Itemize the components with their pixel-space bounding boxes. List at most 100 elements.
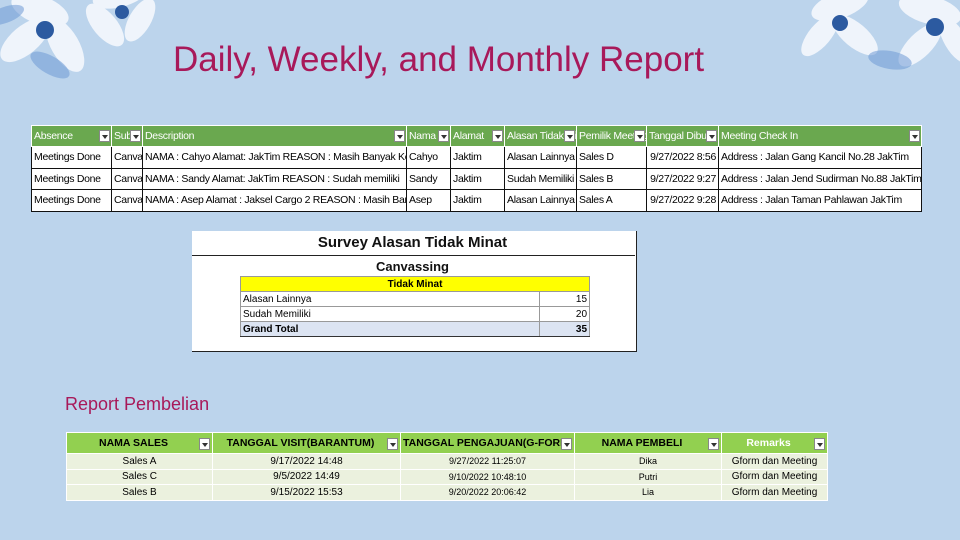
table-header-row: Absence Subje Description Nama Alamat Al… [31,125,922,147]
column-header[interactable]: NAMA PEMBELI [574,432,722,454]
table-cell: Meetings Done [31,167,112,190]
table-cell: Sales A [66,453,213,470]
column-header[interactable]: NAMA SALES [66,432,213,454]
survey-pivot-box: Survey Alasan Tidak Minat Canvassing Tid… [192,231,637,352]
table-row: Alasan Lainnya 15 [240,291,591,307]
table-cell: Sales B [66,484,213,501]
column-header[interactable]: Description [142,125,407,147]
divider [192,255,635,256]
table-cell: Meetings Done [31,146,112,169]
column-header[interactable]: Absence [31,125,112,147]
section-title: Report Pembelian [65,394,210,414]
table-cell: 9/27/2022 11:25:07 [400,453,575,470]
filter-dropdown-icon[interactable] [564,130,575,142]
table-cell: Address : Jalan Taman Pahlawan JakTim [718,189,922,212]
table-cell: Jaktim [450,189,505,212]
filter-dropdown-icon[interactable] [99,130,110,142]
table-row: Sales C 9/5/2022 14:49 9/10/2022 10:48:1… [66,468,828,485]
table-cell: Dika [574,453,722,470]
filter-dropdown-icon[interactable] [634,130,645,142]
row-label: Alasan Lainnya [240,291,540,307]
table-cell: Alasan Lainnya [504,189,577,212]
column-header[interactable]: Pemilik Meeting [576,125,647,147]
flower-decoration-icon [801,0,960,70]
table-cell: Canvas [111,167,143,190]
table-cell: 9/20/2022 20:06:42 [400,484,575,501]
table-cell: Gform dan Meeting [721,468,828,485]
filter-dropdown-icon[interactable] [199,438,210,450]
row-label: Grand Total [240,321,540,337]
filter-dropdown-icon[interactable] [130,130,141,142]
survey-table: Tidak Minat Alasan Lainnya 15 Sudah Memi… [239,276,591,337]
table-row: Meetings Done Canvas NAMA : Asep Alamat … [31,189,922,212]
row-value: 15 [538,291,591,307]
row-label: Sudah Memiliki [240,306,540,322]
column-header[interactable]: TANGGAL PENGAJUAN(G-FORM [400,432,575,454]
column-header[interactable]: Nama [406,125,451,147]
filter-dropdown-icon[interactable] [438,130,449,142]
table-cell: 9/27/2022 8:56 [646,146,719,169]
table-header-row: Tidak Minat [239,276,591,292]
table-cell: 9/27/2022 9:27 [646,167,719,190]
table-cell: Alasan Lainnya [504,146,577,169]
table-cell: Sales D [576,146,647,169]
survey-header: Tidak Minat [239,276,591,292]
table-cell: Gform dan Meeting [721,484,828,501]
table-cell: Putri [574,468,722,485]
absence-table: Absence Subje Description Nama Alamat Al… [31,125,922,212]
column-header[interactable]: Subje [111,125,143,147]
row-value: 35 [538,321,591,337]
table-cell: 9/15/2022 15:53 [212,484,401,501]
table-cell: Sandy [406,167,451,190]
filter-dropdown-icon[interactable] [909,130,920,142]
table-row: Meetings Done Canvas NAMA : Cahyo Alamat… [31,146,922,169]
filter-dropdown-icon[interactable] [561,438,572,450]
table-cell: Address : Jalan Jend Sudirman No.88 JakT… [718,167,922,190]
filter-dropdown-icon[interactable] [706,130,717,142]
table-cell: Canvas [111,146,143,169]
survey-title: Survey Alasan Tidak Minat [317,234,508,251]
table-cell: Gform dan Meeting [721,453,828,470]
column-header[interactable]: Alasan Tidak Min [504,125,577,147]
filter-dropdown-icon[interactable] [492,130,503,142]
table-cell: Lia [574,484,722,501]
table-cell: Meetings Done [31,189,112,212]
table-cell: Jaktim [450,167,505,190]
filter-dropdown-icon[interactable] [708,438,719,450]
column-header[interactable]: Remarks [721,432,828,454]
table-cell: Jaktim [450,146,505,169]
column-header[interactable]: Meeting Check In [718,125,922,147]
table-cell: NAMA : Asep Alamat : Jaksel Cargo 2 REAS… [142,189,407,212]
table-row: Sudah Memiliki 20 [240,306,591,322]
survey-subtitle: Canvassing [376,259,449,274]
filter-dropdown-icon[interactable] [387,438,398,450]
table-cell: Sales C [66,468,213,485]
table-cell: NAMA : Sandy Alamat: JakTim REASON : Sud… [142,167,407,190]
page-title: Daily, Weekly, and Monthly Report [173,40,705,79]
column-header[interactable]: Alamat [450,125,505,147]
table-cell: Sudah Memiliki [504,167,577,190]
table-cell: 9/5/2022 14:49 [212,468,401,485]
table-cell: Sales B [576,167,647,190]
table-cell: Sales A [576,189,647,212]
purchase-table: NAMA SALES TANGGAL VISIT(BARANTUM) TANGG… [66,432,828,501]
table-cell: Address : Jalan Gang Kancil No.28 JakTim [718,146,922,169]
table-cell: 9/27/2022 9:28 [646,189,719,212]
table-cell: NAMA : Cahyo Alamat: JakTim REASON : Mas… [142,146,407,169]
filter-dropdown-icon[interactable] [394,130,405,142]
row-value: 20 [538,306,591,322]
table-row: Sales A 9/17/2022 14:48 9/27/2022 11:25:… [66,453,828,470]
table-cell: Canvas [111,189,143,212]
table-cell: Asep [406,189,451,212]
flower-decoration-icon [0,0,156,79]
table-header-row: NAMA SALES TANGGAL VISIT(BARANTUM) TANGG… [66,432,828,454]
table-cell: 9/10/2022 10:48:10 [400,468,575,485]
table-cell: Cahyo [406,146,451,169]
table-row: Meetings Done Canvas NAMA : Sandy Alamat… [31,167,922,190]
filter-dropdown-icon[interactable] [814,438,825,450]
grand-total-row: Grand Total 35 [240,321,591,337]
column-header[interactable]: TANGGAL VISIT(BARANTUM) [212,432,401,454]
table-cell: 9/17/2022 14:48 [212,453,401,470]
table-row: Sales B 9/15/2022 15:53 9/20/2022 20:06:… [66,484,828,501]
column-header[interactable]: Tanggal Dibuat [646,125,719,147]
